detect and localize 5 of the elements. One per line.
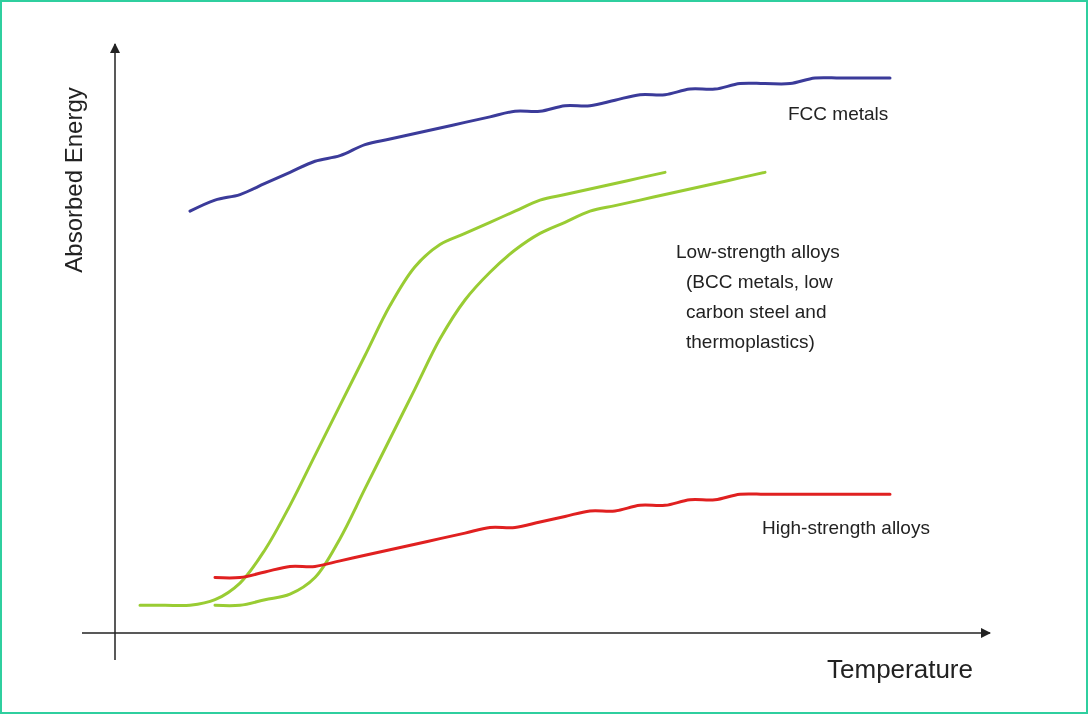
annotation: Low-strength alloys (BCC metals, low carbon steel and thermoplastics) xyxy=(676,241,840,352)
y-axis-title: Absorbed Energy xyxy=(60,87,87,273)
x-axis-title: Temperature xyxy=(827,654,973,684)
series-label: FCC metals xyxy=(788,103,889,124)
series-label: High-strength alloys xyxy=(762,517,930,539)
